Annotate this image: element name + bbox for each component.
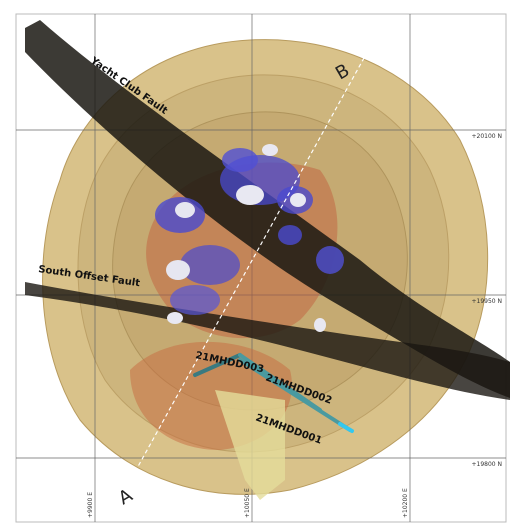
easting-label: +10200 E <box>402 488 409 518</box>
drillhole-end <box>338 422 354 433</box>
blob <box>278 225 302 245</box>
blob <box>262 144 278 156</box>
mineralization <box>155 144 344 332</box>
blob <box>167 312 183 324</box>
fault-plane <box>25 20 510 398</box>
easting-label: +10050 E <box>244 488 251 518</box>
easting-label: +9900 E <box>87 492 94 518</box>
northing-label: +19800 N <box>471 461 502 468</box>
blob <box>290 193 306 207</box>
blob <box>170 285 220 315</box>
blob <box>236 185 264 205</box>
northing-label: +19950 N <box>471 298 502 305</box>
section-line <box>124 19 386 491</box>
drillhole <box>193 353 242 377</box>
intrusive <box>215 390 285 500</box>
blob <box>180 245 240 285</box>
blob <box>166 260 190 280</box>
blob <box>314 318 326 332</box>
northing-label: +20100 N <box>471 133 502 140</box>
frame <box>15 13 507 523</box>
blob <box>222 148 258 172</box>
drillhole <box>238 358 352 432</box>
blob <box>316 246 344 274</box>
blob <box>175 202 195 218</box>
drillholes <box>193 353 354 433</box>
fault-plane <box>25 282 510 400</box>
